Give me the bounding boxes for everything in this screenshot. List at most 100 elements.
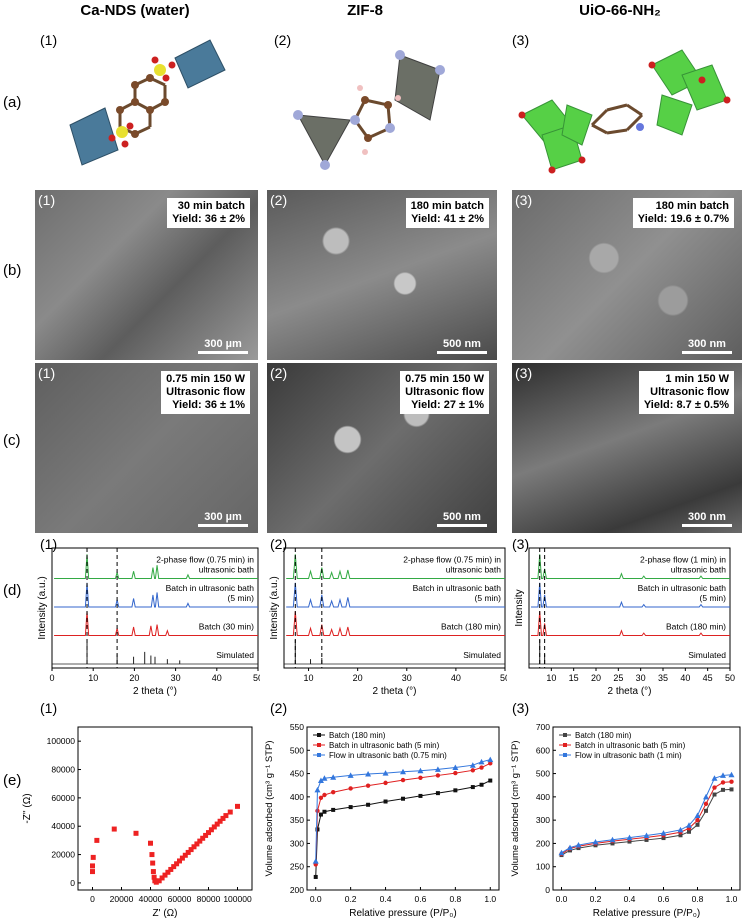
data-point bbox=[434, 766, 441, 772]
data-point bbox=[203, 832, 209, 838]
sem-image-c1: (1) 0.75 min 150 W Ultrasonic flow Yield: … bbox=[35, 363, 258, 533]
data-point bbox=[567, 844, 573, 851]
series-label: 2-phase flow (0.75 min) in bbox=[403, 555, 501, 565]
legend-label: Batch in ultrasonic bath (5 min) bbox=[575, 741, 686, 750]
data-point bbox=[208, 827, 214, 833]
x-tick-label: 50 bbox=[253, 673, 260, 683]
scale-bar-b3: 300 nm bbox=[682, 338, 732, 354]
legend-label: Batch in ultrasonic bath (5 min) bbox=[329, 741, 440, 750]
sem-infobox-c2: 0.75 min 150 W Ultrasonic flow Yield: 27 ±… bbox=[400, 371, 489, 414]
sublabel-e1: (1) bbox=[40, 700, 58, 716]
data-point bbox=[435, 773, 441, 778]
x-tick-label: 10 bbox=[304, 673, 314, 683]
sem-condition-b2: 180 min batch bbox=[410, 200, 484, 212]
legend-marker bbox=[563, 753, 567, 757]
y-axis-label: Intensity bbox=[514, 589, 525, 626]
x-tick-label: 10 bbox=[546, 673, 556, 683]
plot-frame bbox=[306, 726, 500, 891]
xrd-series-line bbox=[531, 582, 730, 608]
x-tick-label: 80000 bbox=[197, 894, 221, 904]
x-tick-label: 50 bbox=[725, 673, 735, 683]
plot-frame bbox=[528, 547, 731, 669]
x-axis-label: Z' (Ω) bbox=[153, 908, 178, 919]
data-point bbox=[703, 801, 709, 807]
sem-image-c2: (2) 0.75 min 150 W Ultrasonic flow Yield: … bbox=[267, 363, 497, 533]
row-label-e: (e) bbox=[3, 772, 22, 789]
series-label: Batch (180 min) bbox=[666, 622, 726, 632]
x-tick-label: 1.0 bbox=[726, 894, 738, 904]
data-point bbox=[151, 874, 157, 880]
x-tick-label: 0.4 bbox=[624, 894, 636, 904]
data-point bbox=[470, 785, 475, 790]
x-tick-label: 30 bbox=[171, 673, 181, 683]
series-label: Batch in ultrasonic bath bbox=[166, 583, 255, 593]
molecule-ca-nds-illustration bbox=[69, 39, 226, 166]
data-point bbox=[211, 824, 217, 830]
data-point bbox=[661, 836, 666, 841]
molecule-zif8-illustration bbox=[293, 50, 445, 170]
data-point bbox=[720, 772, 726, 778]
data-point bbox=[188, 847, 194, 853]
data-point bbox=[418, 775, 423, 780]
sem-method-c1: Ultrasonic flow bbox=[166, 386, 245, 398]
data-point bbox=[331, 807, 336, 812]
sem-image-b3: (3) 180 min batch Yield: 19.6 ± 0.7% 300 … bbox=[512, 190, 742, 360]
series-label: ultrasonic bath bbox=[671, 565, 727, 575]
x-tick-label: 0 bbox=[49, 673, 54, 683]
xrd-series-line bbox=[54, 582, 258, 608]
data-point bbox=[382, 770, 389, 776]
x-tick-label: 35 bbox=[658, 673, 668, 683]
data-point bbox=[720, 780, 726, 785]
data-point bbox=[330, 774, 337, 780]
data-point bbox=[197, 838, 203, 844]
sem-sublabel-b3: (3) bbox=[515, 192, 533, 208]
legend-label: Flow in ultrasonic bath (0.75 min) bbox=[329, 751, 447, 760]
data-point bbox=[383, 799, 388, 804]
data-point bbox=[453, 770, 458, 776]
chart-e1-nyquist: 0 20000 40000 60000 80000 1000000200004000060… bbox=[22, 726, 253, 919]
y-axis-label: Volume adsorbed (cm³ g⁻¹ STP) bbox=[510, 741, 521, 877]
scale-label-b2: 500 nm bbox=[443, 338, 481, 350]
sem-infobox-b1: 30 min batch Yield: 36 ± 2% bbox=[167, 198, 250, 228]
isotherm-line bbox=[315, 759, 491, 862]
data-point bbox=[417, 767, 424, 774]
y-tick-label: 80000 bbox=[51, 765, 75, 775]
data-point bbox=[470, 768, 476, 773]
column-title-ca-nds: Ca-NDS (water) bbox=[80, 2, 190, 19]
data-point bbox=[400, 777, 406, 783]
y-axis-label: -Z'' (Ω) bbox=[22, 793, 33, 823]
isotherm-line bbox=[315, 780, 491, 877]
data-point bbox=[177, 858, 182, 864]
series-label: (5 min) bbox=[228, 593, 255, 603]
series-label: ultrasonic bath bbox=[199, 565, 255, 575]
x-tick-label: 30 bbox=[402, 673, 412, 683]
x-axis-label: Relative pressure (P/P₀) bbox=[593, 908, 701, 919]
sem-infobox-c1: 0.75 min 150 W Ultrasonic flow Yield: 36 ±… bbox=[161, 371, 250, 414]
x-tick-label: 50 bbox=[500, 673, 507, 683]
scale-label-b1: 300 µm bbox=[204, 338, 242, 350]
x-tick-label: 10 bbox=[88, 673, 98, 683]
data-point bbox=[721, 787, 725, 792]
data-point bbox=[315, 827, 320, 832]
y-tick-label: 700 bbox=[536, 722, 550, 732]
x-tick-label: 0.2 bbox=[345, 894, 357, 904]
y-tick-label: 400 bbox=[536, 792, 550, 802]
y-tick-label: 550 bbox=[290, 722, 304, 732]
data-point bbox=[191, 844, 197, 850]
y-tick-label: 40000 bbox=[51, 821, 75, 831]
data-point bbox=[330, 790, 336, 795]
data-point bbox=[168, 866, 174, 872]
series-label: Batch (180 min) bbox=[441, 622, 501, 632]
series-label: Batch in ultrasonic bath bbox=[638, 583, 727, 593]
x-tick-label: 40000 bbox=[139, 894, 163, 904]
legend-label: Batch (180 min) bbox=[329, 731, 386, 740]
data-point bbox=[695, 817, 700, 823]
data-point bbox=[686, 822, 692, 828]
column-title-zif8: ZIF-8 bbox=[347, 2, 383, 19]
data-point bbox=[235, 803, 240, 809]
sublabel-a1: (1) bbox=[40, 32, 58, 48]
data-point bbox=[729, 787, 734, 792]
sem-condition-b1: 30 min batch bbox=[177, 200, 245, 212]
